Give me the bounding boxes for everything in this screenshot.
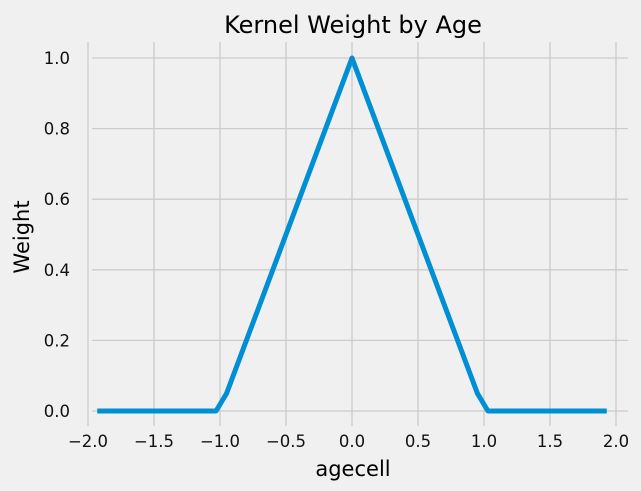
y-axis-ticks: 0.0 0.2 0.4 0.6 0.8 1.0	[44, 49, 70, 421]
y-axis-label: Weight	[10, 200, 34, 273]
series-line	[97, 55, 607, 414]
chart-title: Kernel Weight by Age	[224, 11, 482, 39]
series-layer	[97, 55, 607, 414]
y-tick-label: 1.0	[44, 49, 70, 68]
x-tick-label: 1.5	[537, 432, 563, 451]
y-tick-label: 0.2	[44, 331, 70, 350]
x-tick-label: −0.5	[266, 432, 306, 451]
x-tick-label: 1.0	[471, 432, 497, 451]
x-tick-label: 2.0	[603, 432, 629, 451]
x-tick-label: 0.5	[405, 432, 431, 451]
x-tick-label: −2.0	[68, 432, 108, 451]
y-tick-label: 0.6	[44, 190, 70, 209]
x-tick-label: −1.0	[200, 432, 240, 451]
x-axis-ticks: −2.0 −1.5 −1.0 −0.5 0.0 0.5 1.0 1.5 2.0	[68, 432, 629, 451]
x-tick-label: −1.5	[134, 432, 174, 451]
y-tick-label: 0.4	[44, 261, 70, 280]
x-axis-label: agecell	[315, 457, 390, 481]
y-tick-label: 0.0	[44, 402, 70, 421]
x-tick-label: 0.0	[339, 432, 365, 451]
gridlines	[87, 42, 628, 426]
y-tick-label: 0.8	[44, 120, 70, 139]
